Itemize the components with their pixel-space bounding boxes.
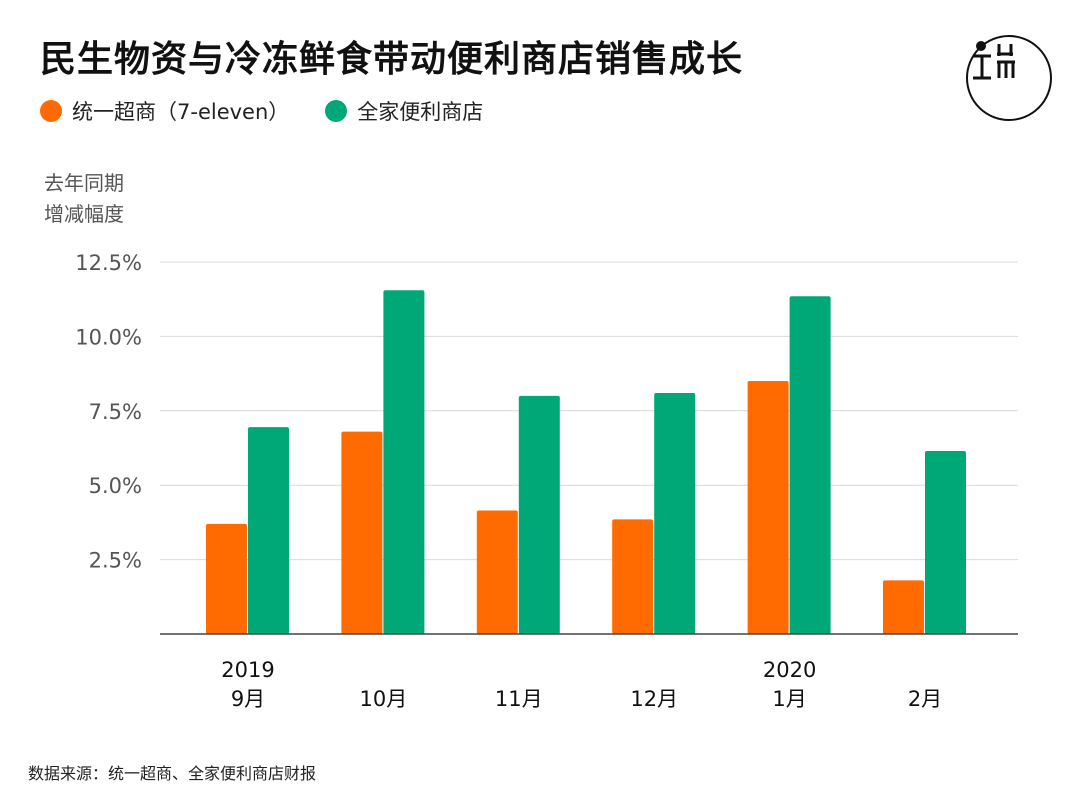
chart-title: 民生物资与冷冻鲜食带动便利商店销售成长 — [40, 39, 744, 80]
legend: 统一超商（7-eleven） 全家便利商店 — [40, 96, 519, 126]
legend-label-familymart: 全家便利商店 — [357, 100, 484, 124]
y-axis-title: 去年同期 增减幅度 — [44, 168, 124, 230]
y-tick-label: 7.5% — [89, 400, 142, 424]
bar — [206, 523, 247, 634]
x-tick-label: 12月 — [630, 687, 678, 711]
initium-logo-icon — [966, 35, 1052, 121]
x-year-label: 2020 — [763, 658, 816, 682]
bar — [789, 296, 831, 634]
y-tick-label: 10.0% — [75, 325, 142, 349]
y-axis-title-line2: 增减幅度 — [44, 202, 124, 226]
y-tick-label: 5.0% — [89, 474, 142, 498]
y-tick-label: 12.5% — [75, 251, 142, 275]
x-tick-label: 1月 — [772, 687, 806, 711]
y-axis-title-line1: 去年同期 — [44, 171, 124, 195]
bar — [747, 381, 789, 634]
bar — [248, 427, 289, 634]
legend-label-7eleven: 统一超商（7-eleven） — [72, 100, 290, 124]
bar — [476, 510, 518, 634]
bar — [654, 392, 696, 634]
bar — [383, 290, 425, 634]
source-note: 数据来源：统一超商、全家便利商店财报 — [28, 764, 317, 783]
bar — [925, 450, 966, 634]
legend-swatch-familymart — [325, 100, 348, 122]
y-tick-label: 2.5% — [89, 549, 142, 573]
bar — [883, 580, 924, 634]
bar — [612, 519, 654, 634]
x-year-label: 2019 — [221, 658, 274, 682]
bar — [518, 395, 560, 634]
legend-item-familymart: 全家便利商店 — [325, 96, 483, 126]
x-tick-label: 10月 — [360, 687, 408, 711]
x-tick-label: 11月 — [495, 687, 543, 711]
x-tick-label: 2月 — [908, 687, 942, 711]
bar — [341, 431, 383, 634]
x-tick-label: 9月 — [231, 687, 265, 711]
legend-swatch-7eleven — [40, 100, 62, 122]
legend-item-7eleven: 统一超商（7-eleven） — [40, 96, 289, 126]
